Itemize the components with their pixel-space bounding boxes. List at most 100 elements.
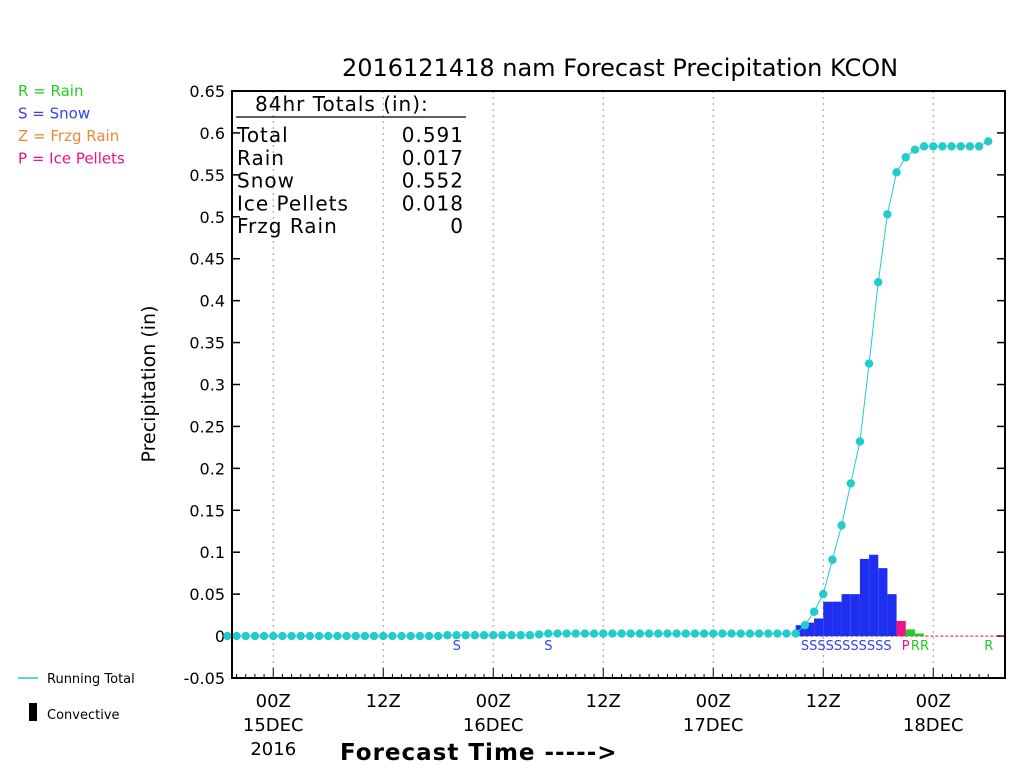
running-total-point bbox=[562, 629, 571, 638]
legend-item: P = Ice Pellets bbox=[18, 150, 125, 168]
precip-bar bbox=[795, 625, 805, 637]
totals-row-value: 0.552 bbox=[402, 169, 464, 193]
running-total-point bbox=[452, 631, 461, 640]
running-total-point bbox=[314, 631, 324, 641]
x-tick-label: 00Z bbox=[916, 691, 951, 712]
running-total-point bbox=[351, 631, 360, 641]
plot-frame bbox=[231, 90, 1006, 679]
chart-title: 2016121418 nam Forecast Precipitation KC… bbox=[342, 54, 898, 82]
y-tick-label: 0.2 bbox=[200, 459, 225, 478]
totals-row-label: Frzg Rain bbox=[237, 214, 338, 238]
running-total-point bbox=[415, 631, 425, 641]
running-total-point bbox=[278, 631, 287, 641]
running-total-point bbox=[250, 631, 260, 641]
precip-bar bbox=[896, 620, 906, 637]
y-tick-label: 0.15 bbox=[189, 501, 225, 520]
series-legend: Running Total Convective bbox=[18, 672, 135, 723]
precip-bar bbox=[814, 618, 824, 637]
running-total-point bbox=[654, 629, 663, 638]
running-total-point bbox=[837, 521, 846, 530]
y-axis-label: Precipitation (in) bbox=[138, 306, 160, 463]
totals-row-value: 0 bbox=[450, 214, 464, 238]
convective-legend-swatch bbox=[29, 703, 37, 721]
running-total-point bbox=[672, 629, 681, 638]
running-total-point bbox=[589, 629, 599, 638]
legend-item: Z = Frzg Rain bbox=[18, 127, 119, 145]
precip-bar bbox=[859, 558, 870, 637]
running-total-point bbox=[360, 631, 370, 641]
running-total-point bbox=[846, 479, 855, 488]
totals-row-value: 0.591 bbox=[402, 123, 464, 147]
running-total-point bbox=[599, 629, 608, 638]
totals-row-value: 0.018 bbox=[402, 191, 464, 215]
totals-row-label: Ice Pellets bbox=[237, 191, 349, 215]
legend-running-total: Running Total bbox=[47, 672, 135, 687]
running-total-point bbox=[635, 629, 645, 638]
totals-header: 84hr Totals (in): bbox=[255, 92, 429, 116]
running-total-point bbox=[232, 631, 241, 641]
running-total-point bbox=[855, 437, 865, 446]
running-total-point bbox=[516, 631, 525, 640]
running-total-point bbox=[369, 631, 379, 641]
y-tick-label: 0.05 bbox=[189, 585, 225, 604]
running-total-point bbox=[259, 631, 269, 641]
running-total-point bbox=[910, 145, 920, 154]
running-total-point bbox=[919, 142, 929, 151]
running-total-point bbox=[819, 589, 828, 599]
running-total-point bbox=[883, 210, 892, 219]
legend-item: S = Snow bbox=[18, 105, 90, 123]
running-total-point bbox=[296, 631, 305, 641]
precip-bar bbox=[869, 554, 879, 637]
totals-row-value: 0.017 bbox=[402, 146, 464, 170]
ptype-legend: R = Rain S = Snow Z = Frzg Rain P = Ice Pel… bbox=[18, 82, 125, 168]
running-total-point bbox=[699, 629, 709, 638]
running-total-point bbox=[461, 631, 470, 640]
ptype-label: P bbox=[902, 639, 910, 654]
running-total-point bbox=[938, 142, 947, 151]
running-total-point bbox=[947, 142, 956, 151]
running-total-point bbox=[434, 631, 443, 641]
running-total-point bbox=[764, 629, 773, 638]
y-tick-label: 0.6 bbox=[200, 124, 225, 143]
running-total-point bbox=[929, 142, 938, 151]
running-total-point bbox=[324, 631, 333, 641]
running-total-point bbox=[690, 629, 700, 638]
y-tick-label: 0 bbox=[215, 627, 225, 646]
x-tick-date: 15DEC bbox=[243, 715, 304, 736]
legend-item: R = Rain bbox=[18, 82, 84, 100]
running-total-point bbox=[736, 629, 745, 638]
running-total-point bbox=[443, 631, 452, 640]
y-tick-label: 0.55 bbox=[189, 166, 225, 185]
running-total-point bbox=[388, 631, 397, 641]
running-total-point bbox=[571, 629, 580, 638]
x-axis: 00Z 15DEC 2016 12Z 00Z 16DEC 12Z 00Z 17DEC 12Z 00Z… bbox=[236, 668, 989, 760]
running-total-point bbox=[580, 629, 590, 638]
y-tick-label: -0.05 bbox=[184, 669, 225, 688]
precip-bar bbox=[887, 594, 897, 637]
precip-bar bbox=[850, 594, 860, 637]
totals-row-label: Rain bbox=[237, 146, 285, 170]
running-total-point bbox=[223, 631, 232, 641]
x-tick-label: 00Z bbox=[696, 691, 731, 712]
running-total-point bbox=[406, 631, 415, 641]
precip-bar bbox=[832, 601, 842, 637]
totals-row-label: Snow bbox=[237, 169, 295, 193]
running-total-point bbox=[974, 142, 984, 151]
x-tick-date: 18DEC bbox=[903, 715, 964, 736]
precip-bar bbox=[823, 601, 833, 637]
totals-box: 84hr Totals (in): Total 0.591 Rain 0.017 Snow… bbox=[236, 92, 466, 238]
running-total-point bbox=[498, 631, 507, 640]
running-total-point bbox=[956, 142, 965, 151]
running-total-point bbox=[333, 631, 342, 641]
running-total-point bbox=[287, 631, 296, 641]
running-total-point bbox=[874, 277, 883, 287]
ptype-label: SSSSSSSSSSS bbox=[801, 639, 892, 654]
x-tick-date: 16DEC bbox=[463, 715, 524, 736]
precip-bar bbox=[905, 629, 915, 637]
y-axis: 0.65 0.6 0.55 0.5 0.45 0.4 0.35 0.3 0.25 0.2 0.15 0… bbox=[184, 82, 1005, 688]
y-tick-label: 0.45 bbox=[189, 250, 225, 269]
running-total-point bbox=[608, 629, 617, 638]
running-total-point bbox=[773, 629, 782, 638]
running-total-point bbox=[269, 631, 278, 641]
running-total-point bbox=[479, 631, 489, 640]
